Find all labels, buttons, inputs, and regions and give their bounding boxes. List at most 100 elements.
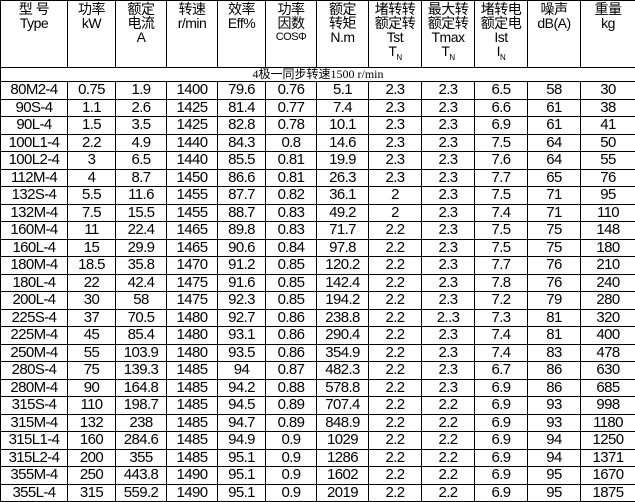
value-cell: 0.81 <box>266 169 317 187</box>
value-cell: 15.5 <box>116 204 167 222</box>
value-cell: 2.3 <box>422 134 475 152</box>
header-line: Eff% <box>218 16 265 30</box>
model-cell: 100L1-4 <box>1 134 68 152</box>
value-cell: 2019 <box>317 484 369 502</box>
value-cell: 7.5 <box>68 204 116 222</box>
value-cell: 1.5 <box>68 117 116 135</box>
value-cell: 1455 <box>167 187 218 205</box>
value-cell: 2 <box>369 204 422 222</box>
value-cell: 81.4 <box>218 99 266 117</box>
value-cell: 194.2 <box>317 292 369 310</box>
value-cell: 58 <box>528 82 581 100</box>
value-cell: 11.6 <box>116 187 167 205</box>
value-cell: 64 <box>528 134 581 152</box>
value-cell: 6.9 <box>475 117 528 135</box>
value-cell: 120.2 <box>317 257 369 275</box>
value-cell: 7.6 <box>475 152 528 170</box>
header-line: dB(A) <box>528 16 580 30</box>
value-cell: 1371 <box>581 449 635 467</box>
header-subscript: N <box>449 53 454 62</box>
value-cell: 7.7 <box>475 169 528 187</box>
value-cell: 0.84 <box>266 239 317 257</box>
model-cell: 90L-4 <box>1 117 68 135</box>
value-cell: 1029 <box>317 432 369 450</box>
value-cell: 1250 <box>581 432 635 450</box>
header-line: 功率 <box>68 2 115 16</box>
value-cell: 94.9 <box>218 432 266 450</box>
value-cell: 2.2 <box>369 309 422 327</box>
value-cell: 95.1 <box>218 449 266 467</box>
value-cell: 0.9 <box>266 449 317 467</box>
value-cell: 6.9 <box>475 414 528 432</box>
value-cell: 2.3 <box>422 169 475 187</box>
value-cell: 707.4 <box>317 397 369 415</box>
value-cell: 91.6 <box>218 274 266 292</box>
value-cell: 0.86 <box>266 327 317 345</box>
header-line: Type <box>1 16 67 30</box>
header-line: 堵转转 <box>369 2 421 16</box>
value-cell: 142.4 <box>317 274 369 292</box>
model-cell: 90S-4 <box>1 99 68 117</box>
value-cell: 6.9 <box>475 467 528 485</box>
value-cell: 1485 <box>167 362 218 380</box>
value-cell: 110 <box>581 204 635 222</box>
header-line: kW <box>68 16 115 30</box>
value-cell: 7.5 <box>475 187 528 205</box>
value-cell: 1400 <box>167 82 218 100</box>
model-cell: 132S-4 <box>1 187 68 205</box>
value-cell: 70.5 <box>116 309 167 327</box>
value-cell: 2.2 <box>68 134 116 152</box>
header-line <box>167 30 217 44</box>
value-cell: 2.3 <box>422 99 475 117</box>
value-cell: 95 <box>528 467 581 485</box>
value-cell: 76 <box>528 257 581 275</box>
header-line: 堵转电 <box>475 2 527 16</box>
value-cell: 2.3 <box>422 292 475 310</box>
value-cell: 2.3 <box>369 117 422 135</box>
value-cell: 2.2 <box>369 327 422 345</box>
value-cell: 1485 <box>167 449 218 467</box>
value-cell: 200 <box>68 449 116 467</box>
value-cell: 998 <box>581 397 635 415</box>
value-cell: 630 <box>581 362 635 380</box>
value-cell: 2.6 <box>116 99 167 117</box>
value-cell: 2.2 <box>369 449 422 467</box>
model-cell: 280M-4 <box>1 379 68 397</box>
value-cell: 87.7 <box>218 187 266 205</box>
value-cell: 88.7 <box>218 204 266 222</box>
value-cell: 1485 <box>167 414 218 432</box>
value-cell: 93 <box>528 414 581 432</box>
header-line: Tmax <box>422 30 474 44</box>
value-cell: 7.8 <box>475 274 528 292</box>
header-line: 额定 <box>116 2 166 16</box>
value-cell: 92.7 <box>218 309 266 327</box>
value-cell: 94.5 <box>218 397 266 415</box>
value-cell: 7.5 <box>475 134 528 152</box>
model-cell: 315M-4 <box>1 414 68 432</box>
value-cell: 4.9 <box>116 134 167 152</box>
value-cell: 2.3 <box>369 134 422 152</box>
value-cell: 19.9 <box>317 152 369 170</box>
header-denominator: TN <box>422 44 474 65</box>
value-cell: 15 <box>68 239 116 257</box>
value-cell: 280 <box>581 292 635 310</box>
value-cell: 1475 <box>167 274 218 292</box>
value-cell: 238 <box>116 414 167 432</box>
value-cell: 2.3 <box>422 222 475 240</box>
header-line: Ist <box>475 30 527 44</box>
value-cell: 81 <box>528 327 581 345</box>
value-cell: 0.9 <box>266 467 317 485</box>
value-cell: 0.9 <box>266 484 317 502</box>
